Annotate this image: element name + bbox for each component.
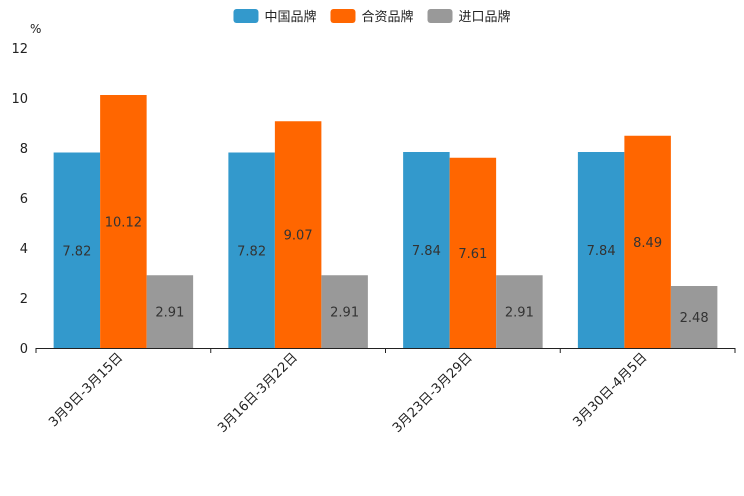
bar bbox=[624, 135, 671, 348]
legend-swatch bbox=[427, 9, 453, 23]
bar bbox=[670, 286, 718, 348]
bar bbox=[228, 152, 275, 348]
y-axis-unit-label: % bbox=[30, 22, 41, 36]
bar-value-label: 7.82 bbox=[237, 244, 266, 259]
bar-value-label: 2.91 bbox=[155, 306, 184, 321]
y-tick-label: 2 bbox=[20, 292, 28, 307]
bar bbox=[53, 152, 101, 348]
bars bbox=[53, 95, 718, 348]
y-tick-label: 4 bbox=[20, 242, 28, 257]
bar bbox=[577, 152, 625, 348]
legend-label: 中国品牌 bbox=[264, 9, 316, 25]
x-tick-label: 3月16日-3月22日 bbox=[215, 350, 301, 436]
bar-value-label: 7.84 bbox=[587, 244, 616, 259]
bar-value-label: 7.84 bbox=[412, 244, 441, 259]
y-tick-label: 10 bbox=[11, 92, 28, 107]
bar bbox=[403, 152, 450, 348]
bar-value-label: 7.61 bbox=[458, 247, 487, 262]
y-tick-label: 0 bbox=[20, 342, 28, 357]
x-tick-label: 3月9日-3月15日 bbox=[46, 350, 126, 430]
y-tick-label: 6 bbox=[20, 192, 28, 207]
bar-value-label: 8.49 bbox=[633, 236, 662, 251]
legend: 中国品牌 合资品牌 进口品牌 bbox=[233, 9, 511, 25]
y-tick-label: 12 bbox=[11, 42, 28, 57]
bar-value-label: 10.12 bbox=[105, 216, 142, 231]
bar-value-label: 9.07 bbox=[284, 229, 313, 244]
bar-value-label: 2.91 bbox=[505, 306, 534, 321]
bar bbox=[449, 157, 497, 348]
bar bbox=[274, 121, 322, 348]
bar bbox=[100, 95, 147, 348]
legend-swatch bbox=[233, 9, 259, 23]
x-axis: 3月9日-3月15日 3月16日-3月22日 3月23日-3月29日 3月30日-4月… bbox=[35, 348, 736, 436]
bar-value-label: 7.82 bbox=[62, 244, 91, 259]
bar-value-labels: 7.82 10.12 2.91 7.82 9.07 2.91 7.84 7.61 2.91 7.8… bbox=[62, 216, 708, 327]
legend-swatch bbox=[330, 9, 356, 23]
bar bbox=[496, 275, 543, 348]
y-axis: 0 2 4 6 8 10 12 bbox=[11, 42, 28, 357]
bar bbox=[146, 275, 194, 348]
bar-value-label: 2.48 bbox=[680, 311, 709, 326]
bar-value-label: 2.91 bbox=[330, 306, 359, 321]
x-tick-label: 3月23日-3月29日 bbox=[390, 350, 476, 436]
bar bbox=[321, 275, 368, 348]
legend-label: 进口品牌 bbox=[459, 9, 511, 25]
y-tick-label: 8 bbox=[20, 142, 28, 157]
legend-label: 合资品牌 bbox=[361, 9, 413, 25]
x-tick-label: 3月30日-4月5日 bbox=[571, 350, 651, 430]
